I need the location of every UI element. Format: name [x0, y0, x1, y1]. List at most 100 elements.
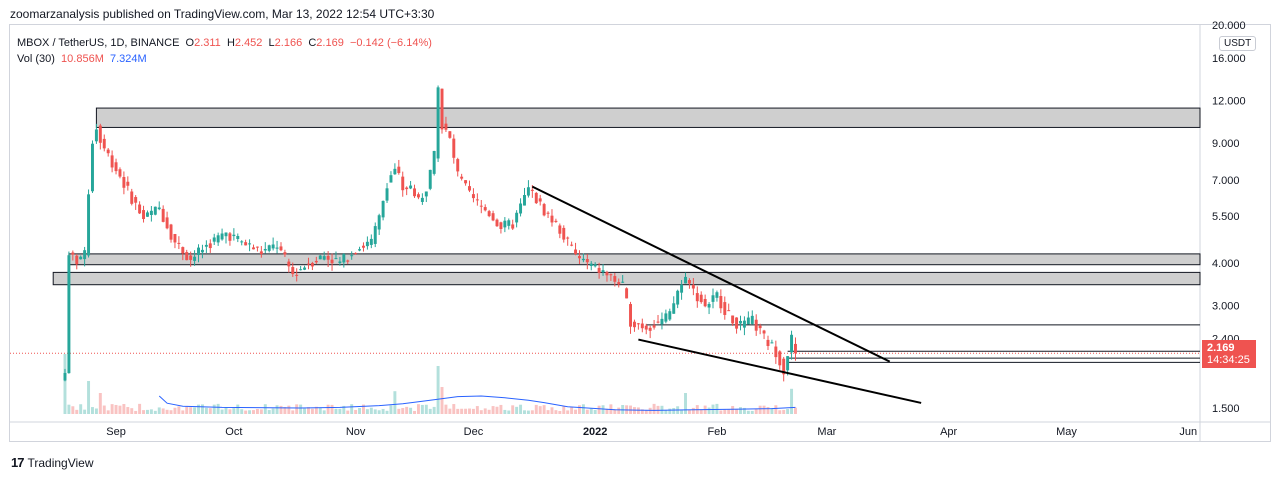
volume-bar — [750, 410, 754, 414]
high-label: H — [226, 37, 235, 49]
volume-bar — [279, 405, 283, 414]
volume-bar — [252, 410, 255, 414]
candle-body — [212, 237, 216, 242]
volume-bar — [436, 366, 440, 414]
candle-body — [629, 304, 633, 327]
volume-bar — [283, 406, 287, 414]
candle-body — [790, 334, 794, 353]
volume-bar — [652, 403, 656, 414]
candle-body — [130, 191, 134, 204]
volume-bar — [499, 404, 503, 414]
time-tick-label: Mar — [817, 426, 836, 438]
change-value: −0.142 (−6.14%) — [349, 37, 432, 49]
volume-bar — [303, 408, 307, 414]
candle-body — [424, 191, 428, 197]
candle-body — [707, 303, 711, 308]
candle-body — [307, 263, 310, 265]
volume-bar — [475, 406, 479, 414]
trendline — [531, 185, 891, 363]
candle-body — [102, 138, 106, 149]
volume-bar — [460, 408, 464, 414]
candle-body — [742, 320, 746, 328]
volume-label[interactable]: Vol (30) — [17, 53, 55, 65]
volume-bar — [358, 408, 362, 414]
candle-body — [778, 351, 782, 366]
volume-bar — [723, 409, 727, 414]
candle-body — [373, 226, 377, 244]
volume-bar — [342, 405, 346, 414]
candle-body — [503, 220, 507, 228]
volume-bar — [193, 407, 197, 414]
candle-body — [766, 339, 770, 347]
volume-bar — [212, 404, 216, 414]
volume-bar — [401, 408, 405, 414]
volume-bar — [361, 404, 365, 414]
low-value: 2.166 — [274, 37, 303, 49]
volume-bar — [523, 410, 526, 414]
volume-bar — [350, 404, 354, 414]
chart-frame[interactable] — [9, 24, 1271, 442]
volume-bar — [691, 407, 695, 414]
open-label: O — [185, 37, 195, 49]
volume-bar — [605, 408, 609, 414]
candle-body — [605, 272, 609, 276]
candle-body — [271, 244, 275, 249]
volume-bar — [589, 408, 593, 414]
tradingview-logo[interactable]: 17 TradingView — [11, 455, 94, 470]
volume-bar — [263, 404, 267, 414]
volume-bar — [534, 404, 538, 414]
candle-body — [358, 249, 362, 251]
volume-bar — [381, 408, 385, 414]
volume-bar — [267, 410, 271, 414]
volume-bar — [122, 404, 126, 414]
candle-body — [114, 162, 118, 172]
volume-bar — [153, 410, 157, 414]
candle-body — [303, 267, 307, 270]
candle-body — [83, 250, 87, 260]
symbol-label[interactable]: MBOX / TetherUS, 1D, BINANCE — [17, 37, 180, 49]
volume-bar — [742, 407, 746, 414]
zone-rectangle — [52, 271, 1201, 286]
candle-body — [126, 181, 130, 186]
price-tick-label: 16.000 — [1212, 53, 1246, 65]
candle-body — [523, 195, 526, 206]
candle-body — [291, 267, 295, 275]
candle-body — [758, 325, 762, 329]
candle-body — [310, 263, 314, 267]
volume-bar — [208, 408, 212, 414]
candle-body — [762, 330, 766, 334]
candle-body — [267, 245, 271, 251]
volume-bar — [593, 409, 597, 414]
candle-body — [456, 159, 460, 172]
candle-body — [322, 256, 326, 260]
volume-ma-value: 7.324M — [109, 53, 147, 65]
candle-body — [138, 204, 142, 214]
volume-bar — [507, 410, 511, 414]
volume-bar — [577, 405, 581, 414]
volume-bar — [377, 410, 381, 414]
candle-body — [515, 212, 519, 223]
candle-body — [735, 317, 739, 329]
candle-body — [409, 185, 413, 189]
volume-bar — [731, 405, 735, 414]
candle-body — [244, 242, 248, 246]
volume-bar — [189, 407, 193, 414]
volume-bar — [134, 410, 138, 414]
candle-body — [676, 290, 680, 305]
close-value: 2.169 — [316, 37, 344, 49]
candle-body — [369, 238, 373, 245]
candle-body — [314, 260, 318, 263]
candle-body — [691, 284, 695, 289]
volume-bar — [542, 405, 546, 414]
volume-bar — [181, 410, 185, 414]
volume-bar — [87, 381, 91, 414]
candle-body — [625, 288, 629, 299]
trendline — [638, 338, 922, 404]
volume-bar — [142, 410, 146, 414]
candle-body — [479, 205, 483, 207]
candle-body — [334, 258, 338, 260]
candle-body — [574, 249, 578, 254]
volume-bar — [169, 410, 173, 414]
currency-selector[interactable]: USDT — [1219, 36, 1257, 51]
